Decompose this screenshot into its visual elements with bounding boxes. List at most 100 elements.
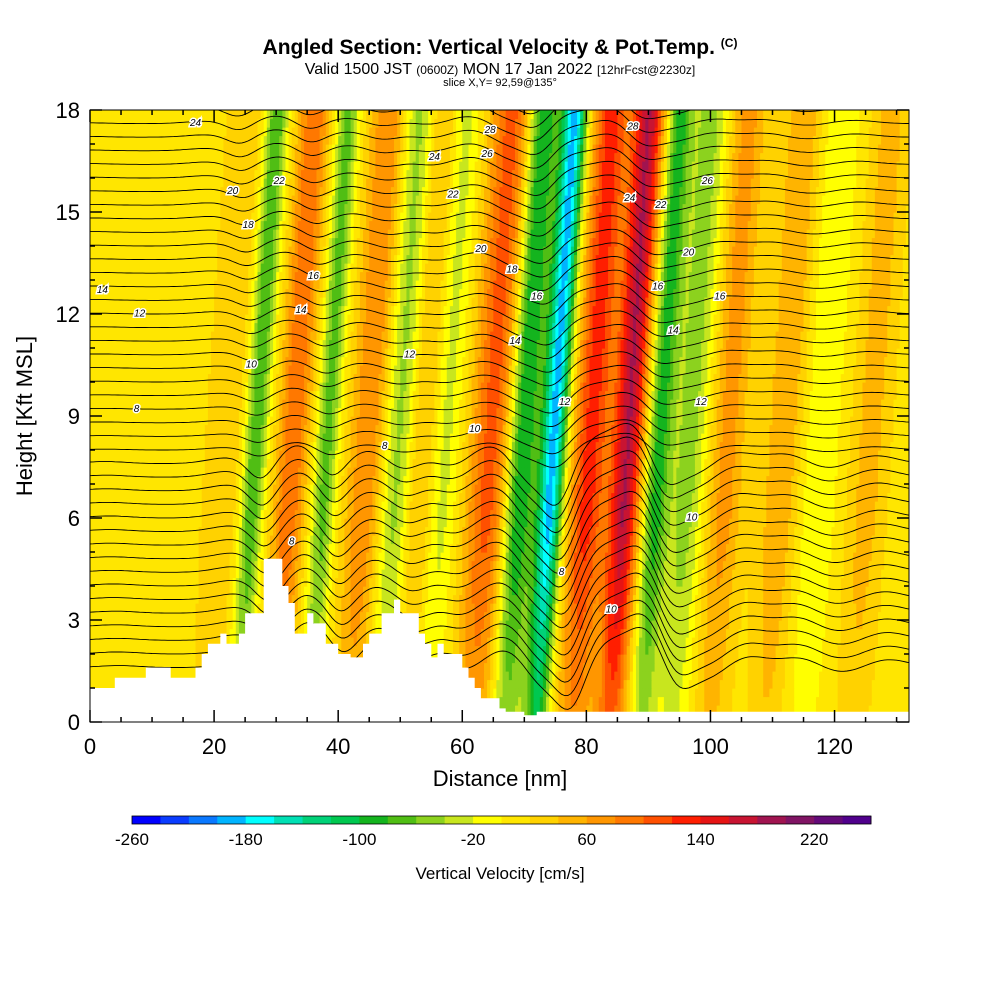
velocity-cell [719,705,724,715]
velocity-cell [887,688,891,698]
velocity-cell [573,705,578,715]
velocity-cell [611,696,615,706]
velocity-cell [834,679,839,689]
velocity-cell [825,705,829,715]
velocity-cell [614,705,618,715]
velocity-cell [598,688,603,698]
velocity-cell [586,688,591,698]
velocity-cell [753,671,758,681]
velocity-cell [676,679,681,689]
velocity-cell [784,688,789,698]
velocity-cell [499,679,504,689]
velocity-cell [846,705,851,715]
velocity-cell [552,696,556,706]
velocity-cell [589,671,594,681]
velocity-cell [750,696,755,706]
velocity-cell [530,688,535,698]
velocity-cell [521,679,525,689]
velocity-cell [589,705,594,715]
velocity-cell [688,688,693,698]
velocity-cell [573,671,578,681]
velocity-cell [660,688,665,698]
velocity-cell [691,671,696,681]
velocity-cell [573,679,578,689]
velocity-cell [645,671,650,681]
velocity-cell [846,679,851,689]
velocity-cell [865,705,870,715]
velocity-cell [719,696,724,706]
velocity-cell [598,671,603,681]
velocity-cell [496,688,501,698]
velocity-cell [831,679,836,689]
velocity-cell [515,679,519,689]
velocity-cell [840,705,845,715]
velocity-cell [102,671,107,681]
velocity-cell [902,705,907,715]
velocity-cell [639,696,643,706]
velocity-cell [732,705,736,715]
velocity-cell [747,679,752,689]
velocity-cell [874,705,879,715]
velocity-cell [688,671,693,681]
velocity-cell [778,679,783,689]
velocity-cell [614,679,618,689]
velocity-cell [679,696,684,706]
velocity-cell [471,671,476,681]
velocity-cell [604,671,609,681]
velocity-cell [192,671,197,681]
velocity-cell [694,688,699,698]
velocity-cell [651,688,656,698]
velocity-cell [561,671,566,681]
velocity-cell [536,705,541,715]
velocity-cell [505,679,510,689]
velocity-cell [577,679,581,689]
velocity-cell [667,688,671,698]
velocity-cell [698,696,702,706]
velocity-cell [682,696,687,706]
velocity-cell [667,679,671,689]
velocity-cell [819,705,823,715]
velocity-cell [170,671,175,681]
velocity-cell [843,705,848,715]
velocity-cell [713,696,718,706]
velocity-cell [546,705,550,715]
velocity-cell [887,705,891,715]
velocity-cell [629,688,634,698]
velocity-cell [657,688,662,698]
velocity-cell [527,696,532,706]
velocity-cell [518,696,522,706]
velocity-cell [654,705,659,715]
velocity-cell [102,679,107,689]
velocity-cell [589,688,594,698]
velocity-cell [648,696,653,706]
velocity-cell [573,688,578,698]
velocity-cell [663,671,668,681]
velocity-cell [667,705,671,715]
velocity-cell [679,705,684,715]
velocity-cell [794,705,798,715]
velocity-cell [859,696,864,706]
velocity-cell [865,696,870,706]
velocity-cell [515,671,519,681]
velocity-cell [710,705,715,715]
velocity-cell [558,696,563,706]
velocity-cell [555,696,560,706]
velocity-cell [729,688,733,698]
velocity-cell [784,679,789,689]
velocity-cell [837,688,842,698]
velocity-cell [822,696,826,706]
velocity-cell [831,705,836,715]
velocity-cell [716,696,721,706]
velocity-cell [561,688,566,698]
velocity-cell [760,688,764,698]
velocity-cell [654,671,659,681]
velocity-cell [642,688,646,698]
velocity-cell [788,705,792,715]
velocity-cell [862,705,867,715]
velocity-cell [533,688,538,698]
velocity-cell [654,679,659,689]
velocity-cell [111,671,116,681]
velocity-cell [533,696,538,706]
velocity-cell [887,679,891,689]
velocity-cell [518,688,522,698]
